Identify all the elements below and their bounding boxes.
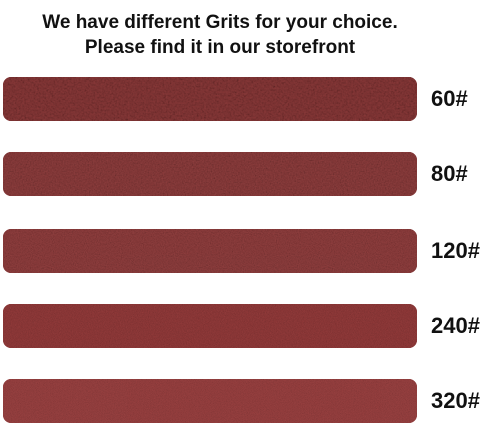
- sandpaper-strip-240: [3, 304, 417, 348]
- heading-line-1: We have different Grits for your choice.: [42, 12, 398, 33]
- grit-label-80: 80#: [431, 161, 468, 186]
- sandpaper-strip-60: [3, 77, 417, 121]
- sandpaper-strip-320: [3, 379, 417, 423]
- grit-row-320: 320#: [3, 379, 485, 423]
- sandpaper-strip-120: [3, 229, 417, 273]
- grit-row-120: 120#: [3, 229, 485, 273]
- grit-label-320: 320#: [431, 388, 480, 413]
- grit-row-80: 80#: [3, 152, 485, 196]
- grit-label-240: 240#: [431, 313, 480, 338]
- heading-line-2: Please find it in our storefront: [84, 37, 356, 58]
- grit-row-240: 240#: [3, 304, 485, 348]
- grit-row-60: 60#: [3, 77, 485, 121]
- sandpaper-strip-80: [3, 152, 417, 196]
- grit-label-60: 60#: [431, 86, 468, 111]
- page-heading: We have different Grits for your choice.…: [0, 10, 440, 60]
- grit-label-120: 120#: [431, 238, 480, 263]
